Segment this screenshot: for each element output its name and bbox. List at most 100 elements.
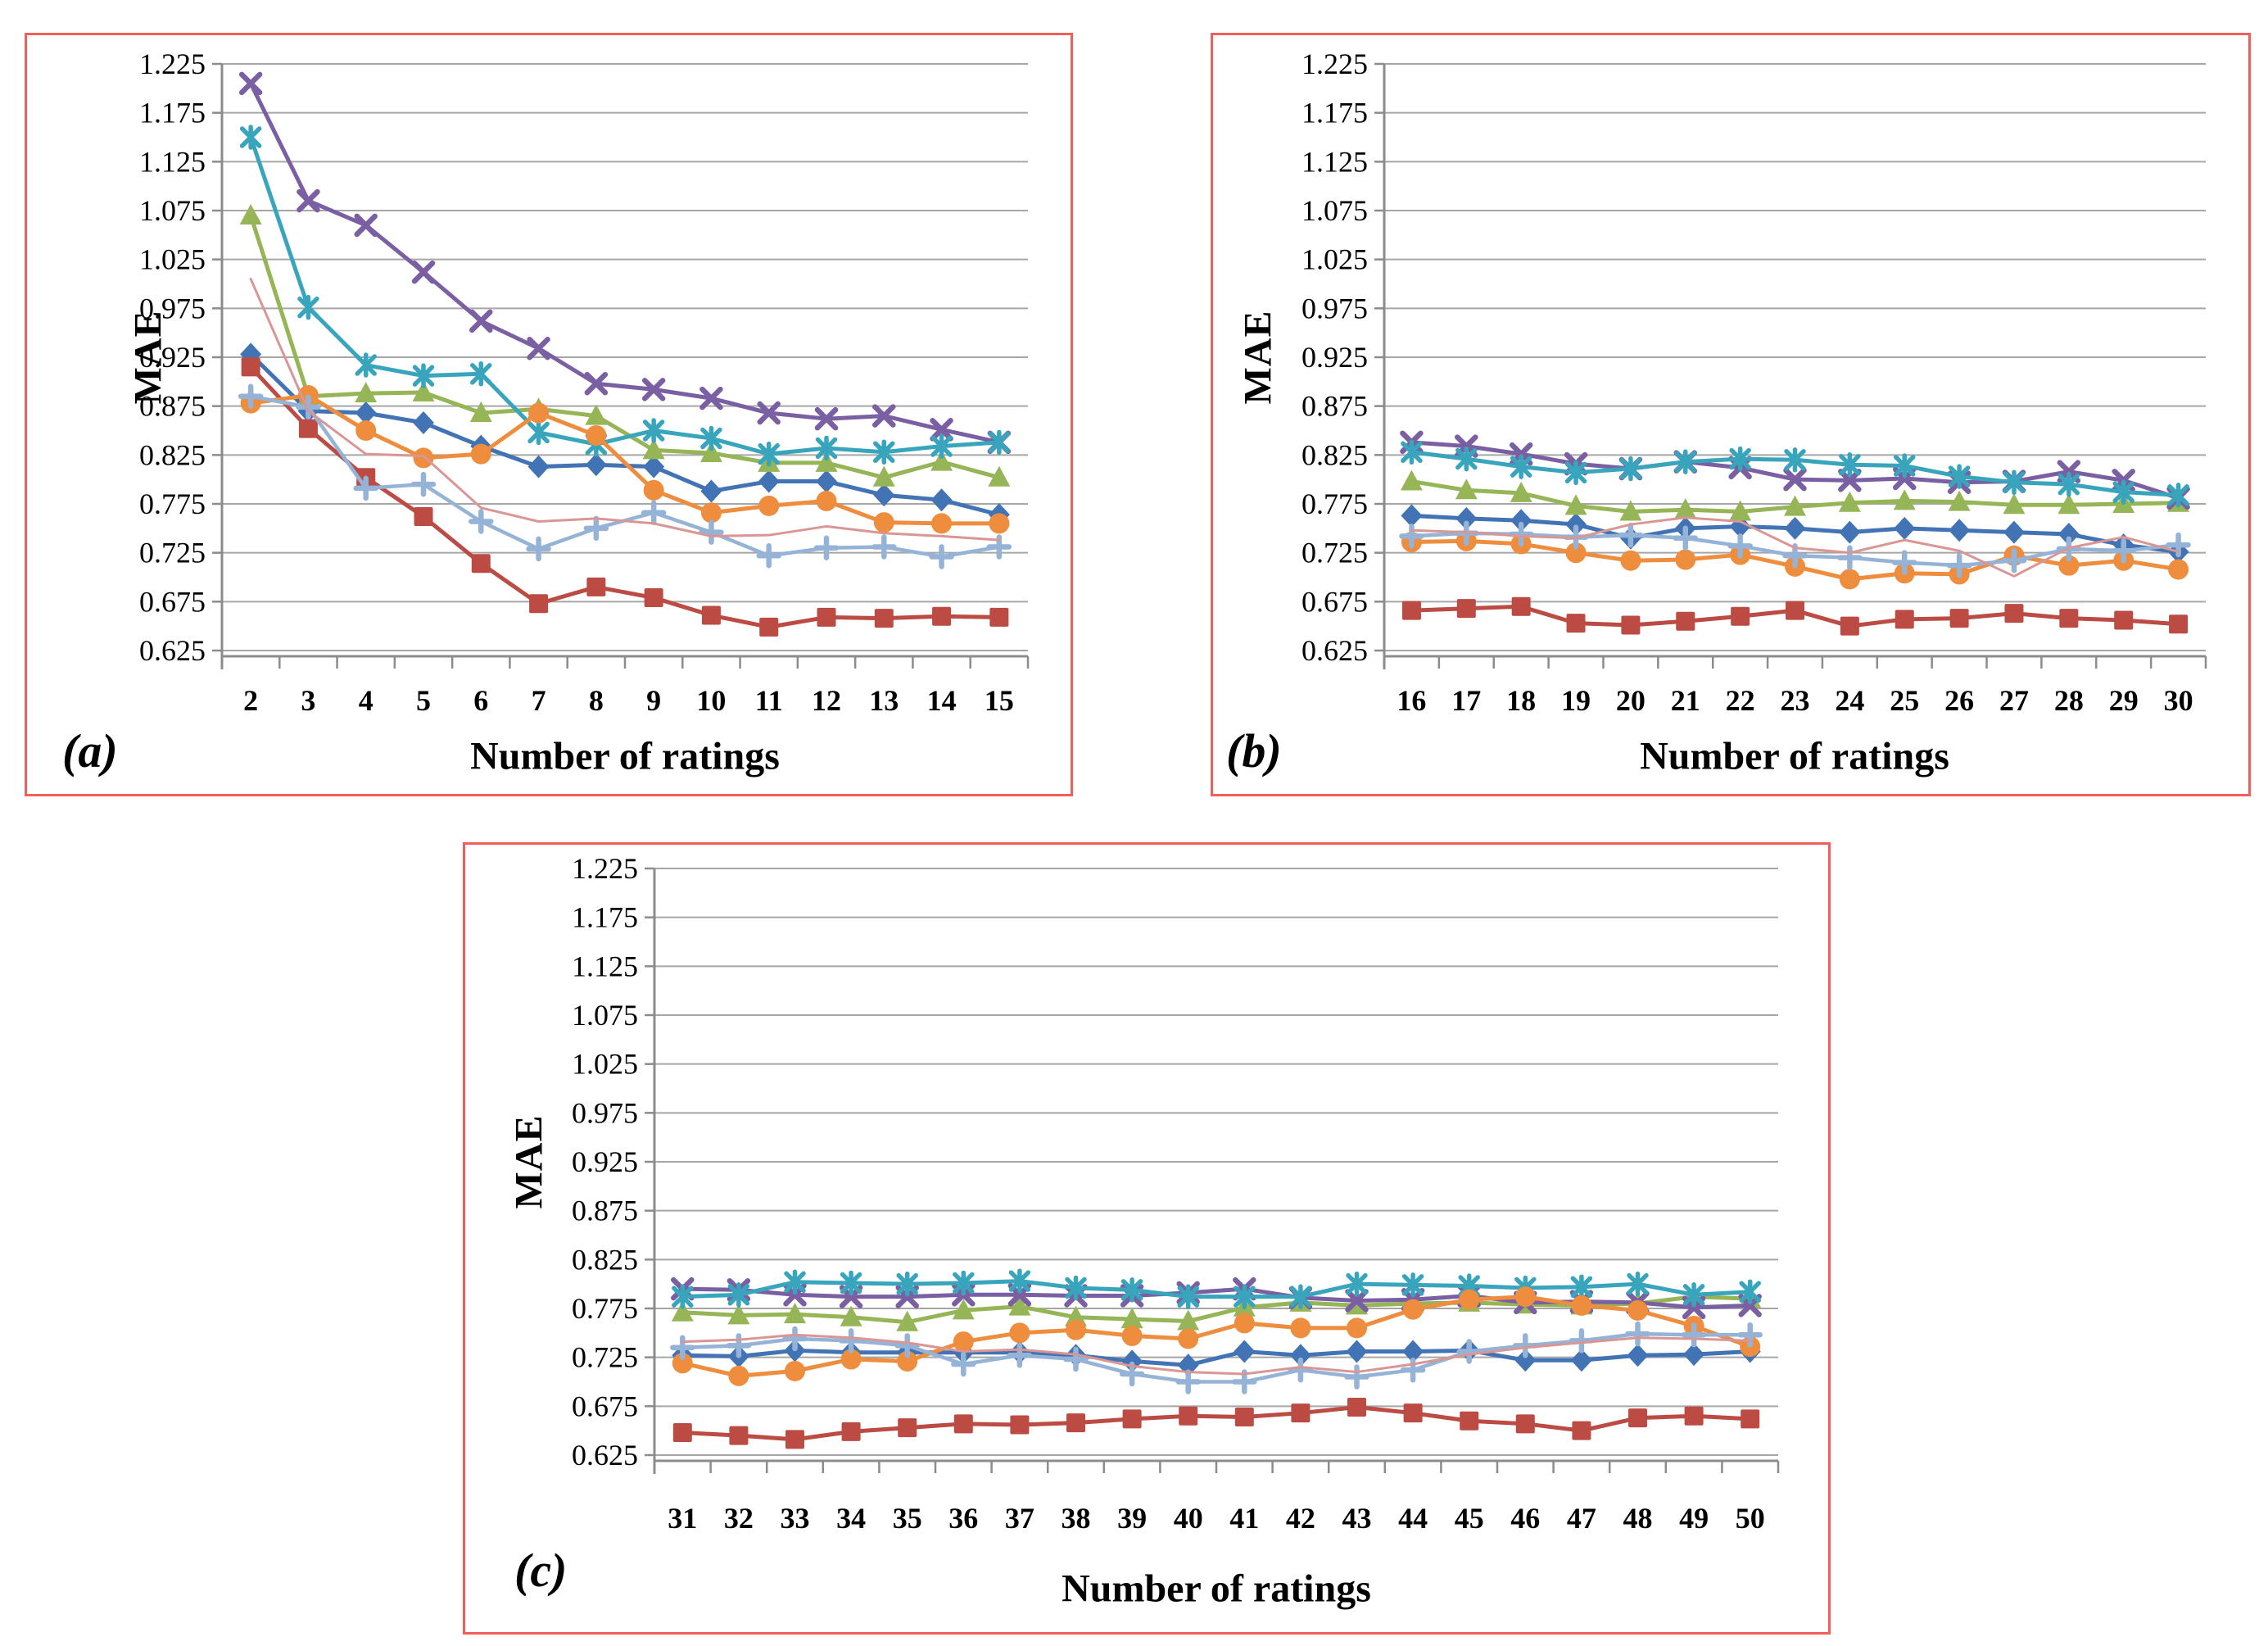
svg-text:23: 23 [1781, 684, 1810, 717]
svg-text:17: 17 [1451, 684, 1481, 717]
svg-text:0.925: 0.925 [139, 341, 206, 374]
svg-text:0.825: 0.825 [572, 1243, 638, 1276]
svg-text:18: 18 [1506, 684, 1536, 717]
chart-canvas-a: 1.225 1.175 1.125 1.075 1.025 0.975 0.925 0.875… [139, 48, 1030, 717]
svg-text:42: 42 [1286, 1502, 1315, 1535]
svg-text:0.625: 0.625 [139, 634, 206, 667]
svg-text:1.125: 1.125 [572, 950, 638, 982]
svg-text:1.175: 1.175 [1301, 97, 1368, 129]
svg-text:1.025: 1.025 [572, 1048, 638, 1081]
svg-text:1.125: 1.125 [1301, 145, 1368, 178]
svg-text:16: 16 [1397, 684, 1426, 717]
svg-text:0.825: 0.825 [139, 438, 206, 471]
svg-text:0.825: 0.825 [1301, 438, 1368, 471]
svg-text:1.175: 1.175 [572, 901, 638, 934]
svg-text:46: 46 [1510, 1502, 1540, 1535]
svg-text:0.775: 0.775 [139, 487, 206, 520]
svg-text:33: 33 [781, 1502, 810, 1535]
x-axis-title-b: Number of ratings [1640, 734, 1949, 778]
svg-text:39: 39 [1117, 1502, 1147, 1535]
x-axis-title-a: Number of ratings [470, 734, 780, 778]
svg-text:1.025: 1.025 [1301, 243, 1368, 276]
svg-text:48: 48 [1623, 1502, 1653, 1535]
svg-text:0.725: 0.725 [139, 537, 206, 569]
svg-text:45: 45 [1455, 1502, 1484, 1535]
svg-text:30: 30 [2164, 684, 2193, 717]
figure-panel-c: 1.225 1.175 1.125 1.075 1.025 0.975 0.925 0.875… [463, 842, 1831, 1635]
svg-text:36: 36 [948, 1502, 978, 1535]
svg-text:28: 28 [2054, 684, 2084, 717]
svg-text:38: 38 [1062, 1502, 1091, 1535]
svg-text:49: 49 [1679, 1502, 1709, 1535]
svg-text:1.125: 1.125 [139, 145, 206, 178]
svg-text:0.675: 0.675 [1301, 585, 1368, 618]
svg-text:11: 11 [755, 684, 783, 717]
x-axis-title-c: Number of ratings [1062, 1567, 1371, 1611]
svg-text:40: 40 [1174, 1502, 1203, 1535]
svg-text:44: 44 [1398, 1502, 1428, 1535]
svg-text:24: 24 [1835, 684, 1864, 717]
svg-text:13: 13 [869, 684, 899, 717]
svg-text:41: 41 [1229, 1502, 1259, 1535]
svg-text:1.225: 1.225 [1301, 48, 1368, 80]
chart-canvas-c: 1.225 1.175 1.125 1.075 1.025 0.975 0.925 0.875… [572, 852, 1780, 1535]
svg-text:22: 22 [1726, 684, 1755, 717]
svg-text:31: 31 [668, 1502, 697, 1535]
svg-text:27: 27 [1999, 684, 2029, 717]
svg-text:0.975: 0.975 [572, 1096, 638, 1129]
svg-text:0.625: 0.625 [1301, 634, 1368, 667]
svg-text:6: 6 [473, 684, 488, 717]
svg-text:20: 20 [1616, 684, 1646, 717]
svg-text:4: 4 [359, 684, 373, 717]
svg-text:25: 25 [1890, 684, 1919, 717]
svg-text:0.925: 0.925 [572, 1145, 638, 1178]
svg-text:0.675: 0.675 [572, 1390, 638, 1422]
figure-panel-a: 1.225 1.175 1.125 1.075 1.025 0.975 0.925 0.875… [25, 33, 1073, 796]
y-axis-title-c: MAE [507, 1114, 551, 1209]
y-axis-title-b: MAE [1236, 310, 1280, 405]
svg-text:9: 9 [646, 684, 661, 717]
panel-label-c: (c) [514, 1544, 568, 1597]
svg-text:8: 8 [589, 684, 604, 717]
svg-text:0.875: 0.875 [572, 1195, 638, 1227]
svg-text:0.975: 0.975 [1301, 292, 1368, 324]
svg-text:0.625: 0.625 [572, 1439, 638, 1471]
svg-text:47: 47 [1567, 1502, 1596, 1535]
svg-text:3: 3 [301, 684, 315, 717]
svg-text:0.875: 0.875 [139, 390, 206, 423]
svg-text:32: 32 [724, 1502, 754, 1535]
svg-text:5: 5 [416, 684, 431, 717]
y-axis-title-a: MAE [126, 310, 170, 405]
svg-text:37: 37 [1005, 1502, 1034, 1535]
panel-label-a: (a) [62, 724, 118, 778]
svg-text:1.025: 1.025 [139, 243, 206, 276]
svg-text:0.975: 0.975 [139, 292, 206, 324]
svg-text:19: 19 [1561, 684, 1591, 717]
svg-text:21: 21 [1671, 684, 1700, 717]
svg-text:0.775: 0.775 [572, 1292, 638, 1325]
svg-text:15: 15 [985, 684, 1014, 717]
svg-text:1.075: 1.075 [1301, 194, 1368, 227]
svg-text:50: 50 [1736, 1502, 1765, 1535]
chart-canvas-b: 1.225 1.175 1.125 1.075 1.025 0.975 0.925 0.875… [1301, 48, 2207, 717]
svg-text:7: 7 [532, 684, 546, 717]
svg-text:12: 12 [812, 684, 841, 717]
svg-text:1.075: 1.075 [572, 999, 638, 1032]
svg-text:1.175: 1.175 [139, 97, 206, 129]
svg-text:0.775: 0.775 [1301, 487, 1368, 520]
figure-panel-b: 1.225 1.175 1.125 1.075 1.025 0.975 0.925 0.875… [1211, 33, 2251, 796]
svg-text:29: 29 [2109, 684, 2139, 717]
svg-text:35: 35 [893, 1502, 922, 1535]
svg-text:43: 43 [1342, 1502, 1372, 1535]
svg-text:1.225: 1.225 [139, 48, 206, 80]
svg-text:10: 10 [696, 684, 726, 717]
svg-text:0.725: 0.725 [572, 1341, 638, 1374]
svg-text:14: 14 [927, 684, 957, 717]
svg-text:1.075: 1.075 [139, 194, 206, 227]
svg-text:34: 34 [836, 1502, 866, 1535]
panel-label-b: (b) [1226, 724, 1282, 778]
svg-text:0.725: 0.725 [1301, 537, 1368, 569]
svg-text:26: 26 [1944, 684, 1974, 717]
svg-text:0.875: 0.875 [1301, 390, 1368, 423]
